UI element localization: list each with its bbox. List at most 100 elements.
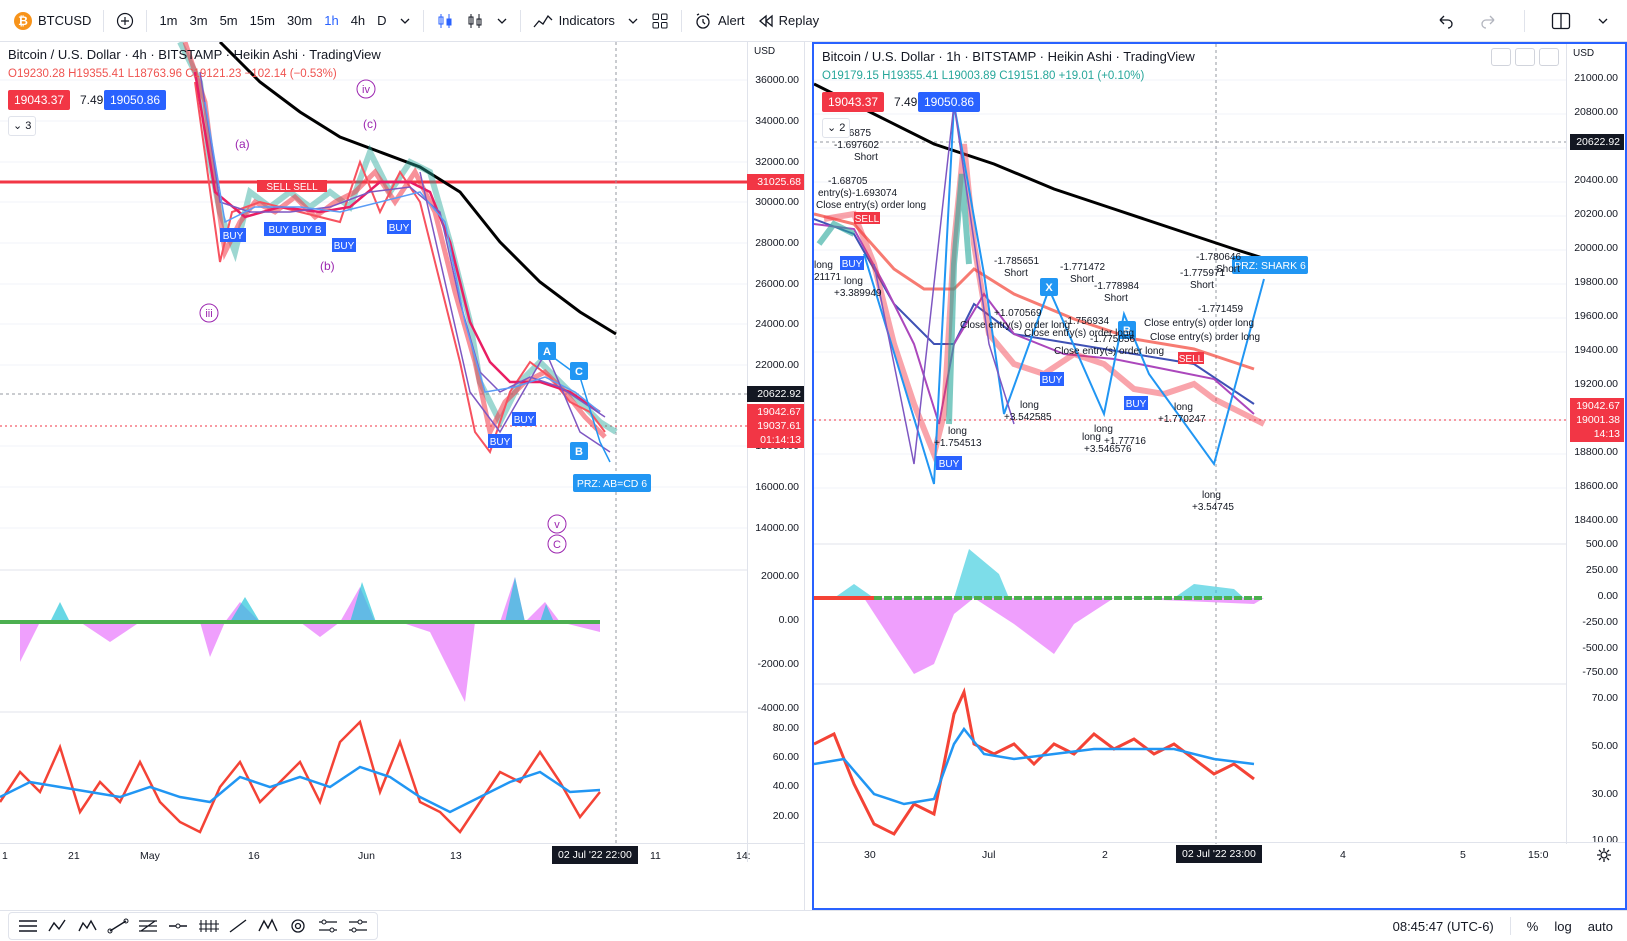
drawing-tool-forecast[interactable] <box>313 915 343 937</box>
timeframe-dropdown[interactable] <box>393 6 417 36</box>
svg-text:BUY: BUY <box>1042 375 1063 386</box>
wave-label-c: (c) <box>363 117 377 131</box>
pattern-point-b[interactable] <box>570 442 588 460</box>
drawing-tool-ray[interactable] <box>223 915 253 937</box>
sell-price-button[interactable]: 19043.37 <box>8 90 71 110</box>
log-scale-toggle[interactable]: log <box>1554 918 1572 934</box>
currency-label[interactable]: USD <box>1573 48 1595 59</box>
chevron-down-icon <box>497 18 507 24</box>
chart-type-dropdown[interactable] <box>490 6 514 36</box>
pattern-point-a[interactable] <box>538 342 556 360</box>
abcd-pattern[interactable] <box>419 171 611 453</box>
drawing-tool-trend[interactable] <box>103 915 133 937</box>
study-count-value: 2 <box>839 122 846 134</box>
timeframe-15m[interactable]: 15m <box>249 13 275 28</box>
drawing-tool-abcd[interactable] <box>43 915 73 937</box>
indicators-icon <box>533 14 553 27</box>
price-axis-right[interactable]: USD 21000.00 20800.00 20400.00 20200.00 … <box>1566 44 1624 846</box>
buy-price-button[interactable]: 19050.86 <box>104 90 167 110</box>
wave-label-v: v <box>547 514 567 534</box>
last-price-label: 19042.67 <box>747 404 804 420</box>
buy-signal-text: BUY BUY B <box>269 225 322 236</box>
sell-price-button[interactable]: 19043.37 <box>822 92 885 112</box>
oscillator-tick: -250.00 <box>1582 616 1618 628</box>
timeframe-1m[interactable]: 1m <box>159 13 178 28</box>
time-axis-right[interactable]: 30 Jul 2 4 5 15:0 02 Jul '22 23:00 <box>814 842 1625 866</box>
chart-settings-button[interactable] <box>1596 847 1612 866</box>
layout-button[interactable] <box>1545 6 1577 36</box>
prz-label[interactable] <box>1232 256 1308 274</box>
time-tick: 1 <box>2 850 8 862</box>
oscillator-tick: 250.00 <box>1585 564 1618 576</box>
trade-label: Close entry(s) order long <box>1150 332 1260 343</box>
divider <box>422 9 424 32</box>
symbol-search[interactable]: ₿ BTCUSD <box>8 6 97 36</box>
clock-timezone[interactable]: 08:45:47 (UTC-6) <box>1392 918 1494 934</box>
price-axis-left[interactable]: USD 36000.00 34000.00 32000.00 30000.00 … <box>747 42 804 862</box>
chart-type-button[interactable] <box>430 6 460 36</box>
indicators-button[interactable]: Indicators <box>527 6 621 36</box>
chart-title-left[interactable]: Bitcoin / U.S. Dollar · 4h · BITSTAMP · … <box>8 47 381 62</box>
chart-pane-left[interactable]: (a) (b) (c) iii iv v C BUY BUY BUY B SEL… <box>0 42 805 910</box>
undo-button[interactable] <box>1430 6 1460 36</box>
timeframe-d[interactable]: D <box>377 13 387 28</box>
layout-dropdown[interactable] <box>1591 6 1615 36</box>
collapse-button[interactable] <box>1515 48 1535 66</box>
chart-canvas-right[interactable]: X B PRZ: SHARK 6 -1.696875 -1.697602 Sho… <box>814 44 1566 844</box>
drawing-tool-elliott[interactable] <box>73 915 103 937</box>
rsi-tick: 60.00 <box>772 751 799 763</box>
price-tick: 19200.00 <box>1574 378 1618 390</box>
pattern-point-b[interactable] <box>1118 321 1136 339</box>
ema-blue <box>814 218 1255 405</box>
trade-label: +1.754513 <box>934 438 982 449</box>
redo-button[interactable] <box>1474 6 1504 36</box>
top-toolbar: ₿ BTCUSD 1m 3m 5m 15m 30m 1h 4h D Indica… <box>0 0 1627 42</box>
indicators-label: Indicators <box>558 13 615 28</box>
chevron-down-icon: ⌄ <box>827 122 837 134</box>
svg-text:BUY: BUY <box>842 259 863 270</box>
low-value: L18763.96 <box>127 68 182 80</box>
timeframe-5m[interactable]: 5m <box>219 13 238 28</box>
drawing-tool-measure[interactable] <box>343 915 373 937</box>
pattern-point-c[interactable] <box>570 362 588 380</box>
ema-purple <box>814 223 1255 425</box>
chart-pane-right[interactable]: X B PRZ: SHARK 6 -1.696875 -1.697602 Sho… <box>812 42 1627 910</box>
drawing-tool-channel[interactable] <box>193 915 223 937</box>
price-tick: 21000.00 <box>1574 72 1618 84</box>
buy-price-button[interactable]: 19050.86 <box>918 92 981 112</box>
bar-type-button[interactable] <box>460 6 490 36</box>
divider <box>1509 917 1511 935</box>
replay-button[interactable]: Replay <box>751 6 825 36</box>
timeframe-30m[interactable]: 30m <box>286 13 313 28</box>
maximize-button[interactable] <box>1539 48 1559 66</box>
trade-label: long <box>1082 432 1101 443</box>
trade-label: +1.77716 <box>1104 436 1146 447</box>
drawing-tool-pattern[interactable] <box>253 915 283 937</box>
time-axis-left[interactable]: 1 21 May 16 Jun 13 11 14: 02 Jul '22 22:… <box>0 843 804 867</box>
drawing-tool-hline[interactable] <box>163 915 193 937</box>
drawing-tool-cycle[interactable] <box>283 915 313 937</box>
percent-scale-toggle[interactable]: % <box>1526 918 1539 934</box>
timeframe-3m[interactable]: 3m <box>189 13 208 28</box>
auto-scale-toggle[interactable]: auto <box>1587 918 1613 934</box>
currency-label[interactable]: USD <box>754 46 776 57</box>
indicators-dropdown[interactable] <box>621 6 645 36</box>
templates-button[interactable] <box>645 6 675 36</box>
drawing-tool-lines[interactable] <box>13 915 43 937</box>
trade-label: -1.68705 <box>828 176 868 187</box>
chart-title-right[interactable]: Bitcoin / U.S. Dollar · 1h · BITSTAMP · … <box>822 49 1195 64</box>
abcd-projection[interactable] <box>545 351 611 463</box>
add-symbol-button[interactable] <box>110 6 140 36</box>
indicators-collapse-toggle[interactable]: ⌄ 3 <box>8 116 37 136</box>
indicators-collapse-toggle[interactable]: ⌄ 2 <box>822 118 851 138</box>
timeframe-4h[interactable]: 4h <box>350 13 366 28</box>
prz-label[interactable] <box>573 474 651 492</box>
bitcoin-icon: ₿ <box>14 11 32 30</box>
pattern-point-x[interactable] <box>1040 278 1058 296</box>
scroll-down-button[interactable] <box>1491 48 1511 66</box>
chart-canvas-left[interactable]: (a) (b) (c) iii iv v C BUY BUY BUY B SEL… <box>0 42 747 862</box>
timeframe-1h[interactable]: 1h <box>324 13 339 28</box>
drawing-tool-fib[interactable] <box>133 915 163 937</box>
alert-button[interactable]: Alert <box>688 6 751 36</box>
open-value: O19230.28 <box>8 68 65 80</box>
